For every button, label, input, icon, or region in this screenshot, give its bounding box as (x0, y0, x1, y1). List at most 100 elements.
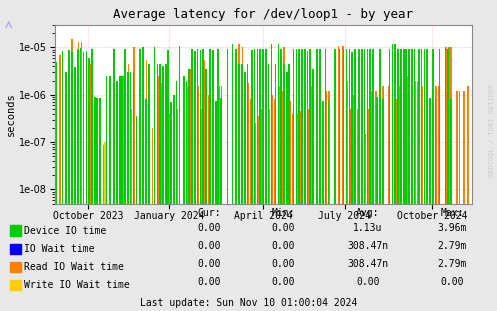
Text: 0.00: 0.00 (271, 259, 295, 269)
Bar (72, 39, 73, 237)
Bar (467, 86, 469, 237)
Bar (168, 114, 170, 237)
Bar (139, 49, 141, 237)
Bar (275, 64, 276, 237)
Bar (259, 49, 261, 237)
Bar (304, 49, 306, 237)
Bar (283, 48, 285, 237)
Text: IO Wait time: IO Wait time (24, 244, 94, 254)
Bar (379, 49, 381, 237)
Bar (260, 109, 262, 237)
Bar (388, 86, 390, 237)
Bar (398, 86, 400, 237)
Bar (209, 49, 211, 237)
Bar (418, 49, 419, 237)
Bar (220, 98, 222, 237)
Bar (401, 99, 402, 237)
Bar (312, 69, 314, 237)
Bar (205, 69, 207, 237)
Text: Avg:: Avg: (356, 208, 380, 218)
Bar (178, 45, 180, 237)
Bar (189, 69, 191, 237)
Text: Device IO time: Device IO time (24, 226, 106, 236)
Bar (421, 49, 422, 237)
Bar (167, 50, 169, 237)
Bar (194, 51, 196, 237)
Bar (342, 45, 343, 237)
Bar (244, 72, 246, 237)
Bar (109, 76, 111, 237)
Text: 308.47n: 308.47n (347, 259, 388, 269)
Bar (157, 64, 158, 237)
Bar (286, 101, 288, 237)
Bar (286, 72, 288, 237)
Bar (186, 81, 187, 237)
Text: Max:: Max: (440, 208, 464, 218)
Bar (364, 134, 366, 237)
Bar (162, 66, 164, 237)
Bar (281, 91, 283, 237)
Bar (325, 91, 327, 237)
Bar (397, 49, 399, 237)
Bar (338, 49, 340, 237)
Text: 2.79m: 2.79m (437, 241, 467, 251)
Text: 308.47n: 308.47n (347, 241, 388, 251)
Bar (242, 48, 244, 237)
Bar (245, 76, 247, 237)
Bar (148, 64, 150, 237)
Bar (218, 86, 220, 237)
Bar (113, 49, 115, 237)
Bar (375, 91, 377, 237)
Bar (274, 99, 275, 237)
Bar (163, 101, 164, 237)
Bar (154, 48, 155, 237)
Bar (69, 109, 70, 237)
Bar (292, 114, 293, 237)
Bar (325, 49, 327, 237)
Bar (239, 44, 240, 237)
Bar (142, 48, 144, 237)
Bar (83, 52, 84, 237)
Text: 1.13u: 1.13u (353, 223, 383, 233)
Bar (176, 109, 178, 237)
Bar (265, 95, 267, 237)
Bar (197, 86, 199, 237)
Bar (119, 81, 121, 237)
Bar (235, 49, 237, 237)
Bar (445, 49, 446, 237)
Bar (463, 91, 465, 237)
Bar (400, 49, 402, 237)
Text: Write IO Wait time: Write IO Wait time (24, 280, 130, 290)
Bar (248, 83, 249, 237)
Bar (267, 64, 269, 237)
Text: Cur:: Cur: (197, 208, 221, 218)
Bar (448, 48, 450, 237)
Y-axis label: seconds: seconds (6, 92, 16, 136)
Bar (450, 99, 452, 237)
Text: 0.00: 0.00 (197, 259, 221, 269)
Bar (429, 98, 431, 237)
Bar (257, 49, 258, 237)
Bar (302, 86, 304, 237)
Bar (408, 49, 410, 237)
Bar (65, 72, 67, 237)
Bar (103, 145, 104, 237)
Bar (91, 72, 93, 237)
Bar (307, 109, 309, 237)
Bar (119, 76, 121, 237)
Bar (309, 49, 311, 237)
Bar (81, 42, 82, 237)
Text: Read IO Wait time: Read IO Wait time (24, 262, 124, 272)
Bar (200, 109, 202, 237)
Bar (361, 86, 363, 237)
Bar (357, 109, 359, 237)
Bar (85, 51, 87, 237)
Bar (265, 49, 267, 237)
Bar (395, 44, 396, 237)
Bar (241, 64, 243, 237)
Bar (354, 49, 356, 237)
Bar (307, 51, 309, 237)
Bar (299, 111, 301, 237)
Text: 0.00: 0.00 (271, 277, 295, 287)
Bar (74, 67, 76, 237)
